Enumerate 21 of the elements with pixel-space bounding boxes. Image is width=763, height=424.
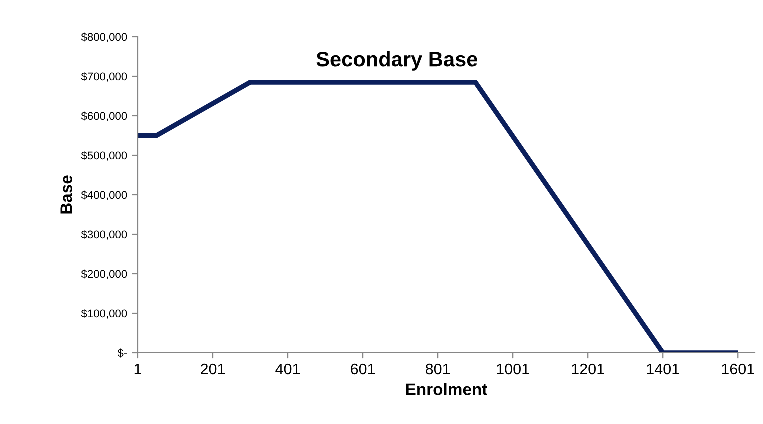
- x-tick-label: 201: [201, 364, 226, 375]
- y-axis-title: Base: [60, 176, 72, 214]
- x-tick-label: 1601: [722, 364, 754, 375]
- y-tick-label: $700,000: [81, 72, 128, 82]
- y-tick-label: $300,000: [81, 230, 128, 240]
- y-tick-label: $800,000: [81, 32, 128, 42]
- y-tick-label: $500,000: [81, 151, 128, 161]
- y-tick-label: $-: [118, 348, 128, 358]
- text: Secondary Base: [316, 51, 478, 71]
- x-tick-label: 601: [351, 364, 376, 375]
- y-tick-label: $400,000: [81, 190, 128, 200]
- x-tick-label: 1: [134, 364, 142, 374]
- y-tick-label: $600,000: [81, 112, 128, 122]
- x-tick-label: 401: [276, 364, 300, 375]
- x-tick-label: 801: [426, 364, 450, 375]
- x-tick-label: 1401: [647, 364, 680, 375]
- x-tick-label: 1201: [572, 364, 604, 375]
- x-axis-title: Enrolment: [406, 383, 488, 396]
- y-tick-label: $100,000: [81, 309, 128, 319]
- y-tick-label: $200,000: [81, 270, 128, 280]
- x-tick-label: 1001: [497, 364, 530, 375]
